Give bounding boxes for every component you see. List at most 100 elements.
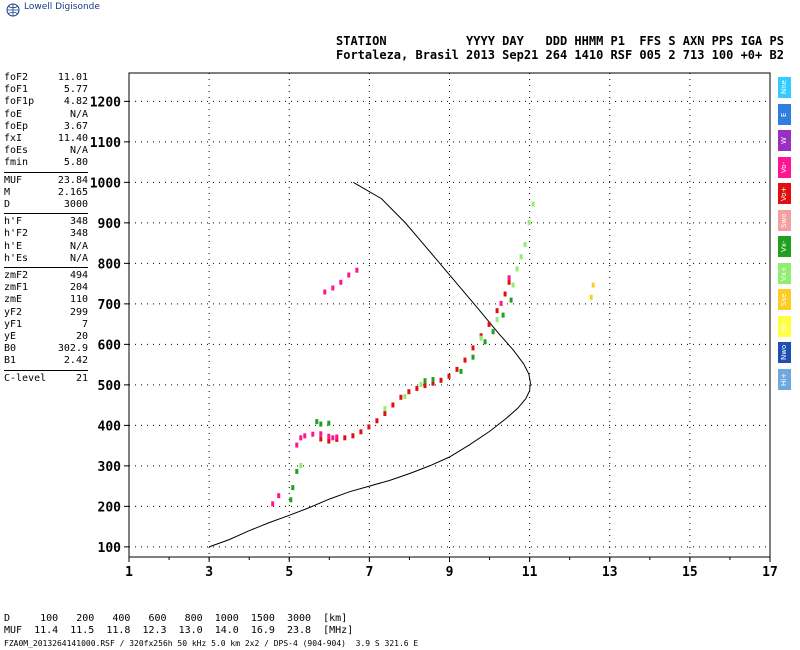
param-key: C-level — [4, 372, 47, 384]
echo-point — [515, 266, 519, 272]
param-key: h'F2 — [4, 228, 29, 240]
param-key: zmF2 — [4, 270, 29, 282]
param-key: yE — [4, 331, 17, 343]
param-row: D 3000 — [4, 199, 88, 211]
param-key: foF1p — [4, 96, 35, 108]
param-separator — [4, 213, 88, 215]
echo-point — [431, 380, 435, 386]
echo-point — [327, 420, 331, 426]
muf-value-row: MUF 11.4 11.5 11.8 12.3 13.0 14.0 16.9 2… — [4, 625, 354, 636]
param-value: 11.01 — [57, 72, 88, 83]
file-info-footer: FZA0M_2013264141000.RSF / 320fx256h 50 k… — [4, 639, 419, 648]
echo-point — [319, 436, 323, 442]
param-row: h'F 348 — [4, 216, 88, 228]
param-key: M — [4, 186, 11, 198]
param-value: 494 — [69, 270, 88, 282]
brand-label: Lowell Digisonde — [24, 2, 100, 12]
param-row: zmE 110 — [4, 294, 88, 306]
echo-point — [403, 394, 407, 399]
echo-point — [399, 394, 403, 400]
param-row: fmin 5.80 — [4, 157, 88, 169]
echo-point — [291, 485, 295, 491]
legend-swatch: Vx- — [778, 236, 791, 257]
legend-swatch: Sse — [778, 289, 791, 310]
param-value: 348 — [69, 228, 88, 240]
param-key: D — [4, 199, 11, 211]
param-separator — [4, 369, 88, 371]
echo-point — [311, 431, 315, 437]
lowell-logo-icon — [6, 2, 20, 17]
legend-swatch: Vo+ — [778, 183, 791, 204]
echo-point — [463, 357, 467, 363]
x-tick-label: 17 — [762, 565, 778, 580]
param-row: fxI 11.40 — [4, 133, 88, 145]
x-tick-label: 3 — [205, 565, 213, 580]
echo-point — [471, 354, 475, 360]
param-value: 2.165 — [57, 186, 88, 198]
param-value: 3.67 — [63, 120, 88, 132]
param-value: 20 — [75, 331, 88, 343]
echo-point — [331, 285, 335, 291]
x-tick-label: 5 — [285, 565, 293, 580]
param-separator — [4, 267, 88, 269]
echo-point — [331, 435, 335, 441]
echo-point — [295, 468, 299, 474]
x-tick-label: 13 — [602, 565, 618, 580]
y-tick-label: 300 — [98, 460, 122, 475]
echo-point — [375, 418, 379, 424]
echo-point — [271, 501, 275, 507]
echo-point — [367, 424, 371, 430]
y-tick-label: 800 — [98, 257, 122, 272]
echo-point — [507, 279, 511, 285]
echo-point — [355, 267, 359, 273]
param-key: B1 — [4, 355, 17, 367]
legend-swatch: Nwo — [778, 342, 791, 363]
param-value: 348 — [69, 216, 88, 228]
echo-point — [423, 378, 427, 384]
echo-point — [479, 335, 483, 341]
echo-point — [439, 377, 443, 383]
echo-point — [423, 383, 427, 389]
echo-point — [519, 254, 523, 260]
echo-point — [431, 377, 435, 382]
echo-point — [335, 434, 339, 440]
param-row: C-level 21 — [4, 373, 88, 385]
echo-point — [495, 308, 499, 314]
muf-distance-row: D 100 200 400 600 800 1000 1500 3000 [km… — [4, 613, 348, 624]
electron-density-profile — [208, 181, 531, 548]
echo-point — [339, 279, 343, 285]
param-key: yF1 — [4, 318, 23, 330]
echo-point — [499, 300, 503, 306]
param-row: foF1p 4.82 — [4, 96, 88, 108]
parameter-panel: foF2 11.01 foF1 5.77 foF1p 4.82 foE N/A foEp 3.67… — [4, 72, 88, 385]
y-tick-label: 200 — [98, 500, 122, 515]
param-row: foE N/A — [4, 109, 88, 121]
x-tick-label: 15 — [682, 565, 698, 580]
param-key: h'E — [4, 240, 23, 252]
param-row: B1 2.42 — [4, 355, 88, 367]
legend-swatch: Swo — [778, 209, 791, 231]
param-row: yF1 7 — [4, 319, 88, 331]
legend-swatch: Vx+ — [778, 262, 791, 284]
param-value: N/A — [69, 145, 88, 157]
echo-point — [327, 438, 331, 444]
param-row: B0 302.9 — [4, 343, 88, 355]
echo-point — [299, 435, 303, 441]
param-value: 21 — [75, 372, 88, 384]
echo-point — [503, 291, 507, 297]
param-separator — [4, 171, 88, 173]
param-row: foF2 11.01 — [4, 72, 88, 84]
y-tick-label: 900 — [98, 217, 122, 232]
echo-point — [495, 317, 499, 323]
legend-swatch: E — [778, 103, 791, 125]
y-tick-label: 100 — [98, 541, 122, 556]
echo-point — [359, 429, 363, 435]
echo-point — [343, 435, 347, 441]
param-value: N/A — [69, 240, 88, 252]
param-value: 2.42 — [63, 355, 88, 367]
param-key: foE — [4, 108, 23, 120]
echo-point — [531, 201, 535, 207]
echo-point — [589, 294, 593, 300]
param-value: 302.9 — [57, 343, 88, 355]
